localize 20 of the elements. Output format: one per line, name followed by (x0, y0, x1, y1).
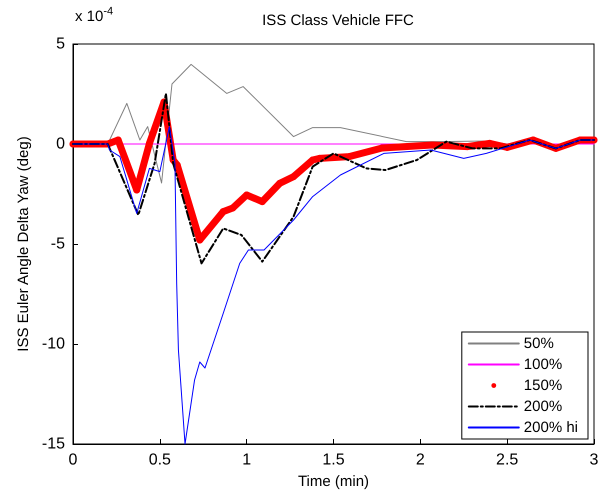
y-tick-label: -15 (42, 436, 66, 452)
x-tick-label: 0.5 (148, 452, 172, 468)
legend-label: 150% (524, 377, 562, 394)
y-tick-label: 5 (56, 36, 66, 52)
y-tick-label: -10 (42, 336, 66, 352)
x-tick-label: 2 (416, 452, 425, 468)
x-tick-label: 1.5 (322, 452, 345, 468)
chart-title: ISS Class Vehicle FFC (262, 12, 414, 29)
x-tick-label: 3 (590, 452, 599, 468)
legend-label: 200% hi (524, 419, 578, 436)
x-axis-title: Time (min) (298, 473, 370, 490)
y-tick-label: -5 (50, 236, 66, 252)
x-tick-label: 0 (68, 452, 78, 468)
legend-label: 200% (524, 398, 562, 415)
legend-label: 50% (524, 335, 554, 352)
x-tick-label: 1 (242, 452, 252, 468)
legend-label: 100% (524, 356, 562, 373)
x-tick-label: 2.5 (496, 452, 518, 468)
y-axis-title: ISS Euler Angle Delta Yaw (deg) (14, 136, 32, 352)
y-tick-label: 0 (56, 136, 66, 152)
